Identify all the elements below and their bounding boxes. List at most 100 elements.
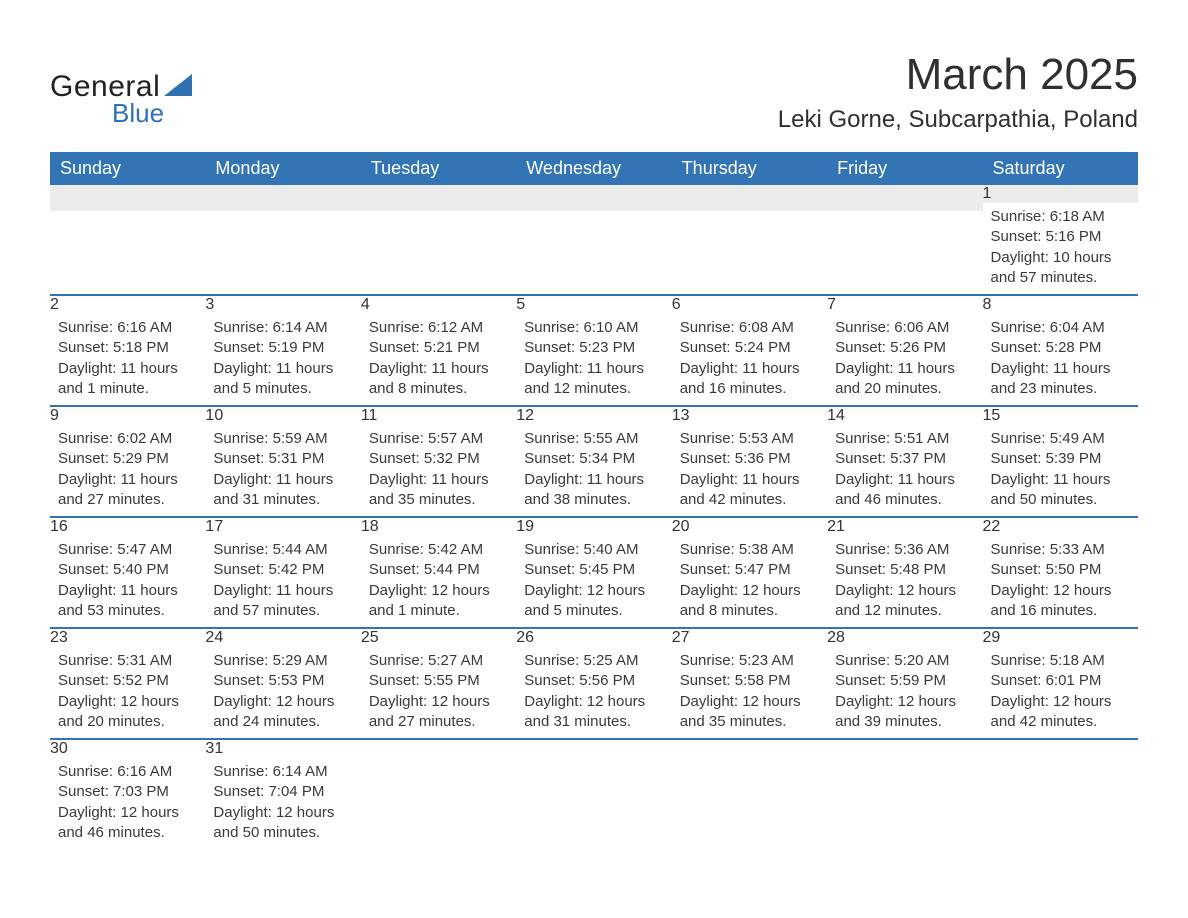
day-number: [516, 740, 671, 766]
day-details: Sunrise: 5:40 AMSunset: 5:45 PMDaylight:…: [516, 536, 671, 627]
sunrise-text: Sunrise: 5:38 AM: [680, 540, 819, 560]
sunset-text: Sunset: 5:44 PM: [369, 560, 508, 580]
sunrise-text: Sunrise: 6:16 AM: [58, 318, 197, 338]
day-details: Sunrise: 6:08 AMSunset: 5:24 PMDaylight:…: [672, 314, 827, 405]
calendar-day-cell: 24Sunrise: 5:29 AMSunset: 5:53 PMDayligh…: [205, 628, 360, 739]
sunset-text: Sunset: 5:16 PM: [991, 227, 1130, 247]
day-number: 9: [50, 407, 205, 425]
day-header-wednesday: Wednesday: [516, 152, 671, 185]
calendar-empty-cell: [827, 185, 982, 295]
sunset-text: Sunset: 5:36 PM: [680, 449, 819, 469]
sunset-text: Sunset: 5:52 PM: [58, 671, 197, 691]
sunset-text: Sunset: 5:37 PM: [835, 449, 974, 469]
calendar-week-row: 2Sunrise: 6:16 AMSunset: 5:18 PMDaylight…: [50, 295, 1138, 406]
day-details: [205, 211, 360, 221]
brand-triangle-icon: [164, 74, 192, 96]
day-details: Sunrise: 5:29 AMSunset: 5:53 PMDaylight:…: [205, 647, 360, 738]
day-number: [361, 185, 516, 211]
sunset-text: Sunset: 5:31 PM: [213, 449, 352, 469]
calendar-day-cell: 25Sunrise: 5:27 AMSunset: 5:55 PMDayligh…: [361, 628, 516, 739]
day-number: 27: [672, 629, 827, 647]
sunset-text: Sunset: 7:03 PM: [58, 782, 197, 802]
daylight-text: Daylight: 11 hours and 38 minutes.: [524, 470, 663, 511]
daylight-text: Daylight: 11 hours and 53 minutes.: [58, 581, 197, 622]
day-details: Sunrise: 5:53 AMSunset: 5:36 PMDaylight:…: [672, 425, 827, 516]
calendar-day-cell: 18Sunrise: 5:42 AMSunset: 5:44 PMDayligh…: [361, 517, 516, 628]
daylight-text: Daylight: 11 hours and 27 minutes.: [58, 470, 197, 511]
sunrise-text: Sunrise: 6:06 AM: [835, 318, 974, 338]
day-details: Sunrise: 6:14 AMSunset: 5:19 PMDaylight:…: [205, 314, 360, 405]
daylight-text: Daylight: 11 hours and 5 minutes.: [213, 359, 352, 400]
daylight-text: Daylight: 11 hours and 50 minutes.: [991, 470, 1130, 511]
day-details: Sunrise: 5:38 AMSunset: 5:47 PMDaylight:…: [672, 536, 827, 627]
daylight-text: Daylight: 11 hours and 42 minutes.: [680, 470, 819, 511]
calendar-empty-cell: [516, 739, 671, 849]
daylight-text: Daylight: 12 hours and 31 minutes.: [524, 692, 663, 733]
day-details: Sunrise: 6:04 AMSunset: 5:28 PMDaylight:…: [983, 314, 1138, 405]
day-details: Sunrise: 5:51 AMSunset: 5:37 PMDaylight:…: [827, 425, 982, 516]
daylight-text: Daylight: 11 hours and 20 minutes.: [835, 359, 974, 400]
day-number: 11: [361, 407, 516, 425]
daylight-text: Daylight: 11 hours and 12 minutes.: [524, 359, 663, 400]
day-number: 12: [516, 407, 671, 425]
day-details: Sunrise: 5:57 AMSunset: 5:32 PMDaylight:…: [361, 425, 516, 516]
day-number: 20: [672, 518, 827, 536]
sunset-text: Sunset: 5:48 PM: [835, 560, 974, 580]
sunrise-text: Sunrise: 5:53 AM: [680, 429, 819, 449]
daylight-text: Daylight: 11 hours and 57 minutes.: [213, 581, 352, 622]
brand-blue: Blue: [112, 98, 192, 129]
sunset-text: Sunset: 5:39 PM: [991, 449, 1130, 469]
sunset-text: Sunset: 5:47 PM: [680, 560, 819, 580]
sunrise-text: Sunrise: 5:57 AM: [369, 429, 508, 449]
calendar-empty-cell: [205, 185, 360, 295]
sunset-text: Sunset: 5:18 PM: [58, 338, 197, 358]
sunrise-text: Sunrise: 6:02 AM: [58, 429, 197, 449]
sunrise-text: Sunrise: 5:33 AM: [991, 540, 1130, 560]
day-number: 6: [672, 296, 827, 314]
day-details: [361, 211, 516, 221]
header: General Blue March 2025 Leki Gorne, Subc…: [50, 50, 1138, 134]
sunrise-text: Sunrise: 6:16 AM: [58, 762, 197, 782]
calendar-empty-cell: [361, 739, 516, 849]
daylight-text: Daylight: 12 hours and 12 minutes.: [835, 581, 974, 622]
sunrise-text: Sunrise: 5:49 AM: [991, 429, 1130, 449]
day-number: 4: [361, 296, 516, 314]
daylight-text: Daylight: 12 hours and 24 minutes.: [213, 692, 352, 733]
day-header-saturday: Saturday: [983, 152, 1138, 185]
calendar-day-cell: 4Sunrise: 6:12 AMSunset: 5:21 PMDaylight…: [361, 295, 516, 406]
calendar-week-row: 16Sunrise: 5:47 AMSunset: 5:40 PMDayligh…: [50, 517, 1138, 628]
calendar-day-cell: 29Sunrise: 5:18 AMSunset: 6:01 PMDayligh…: [983, 628, 1138, 739]
day-header-monday: Monday: [205, 152, 360, 185]
day-details: Sunrise: 6:14 AMSunset: 7:04 PMDaylight:…: [205, 758, 360, 849]
calendar-day-cell: 8Sunrise: 6:04 AMSunset: 5:28 PMDaylight…: [983, 295, 1138, 406]
sunset-text: Sunset: 5:21 PM: [369, 338, 508, 358]
day-number: 26: [516, 629, 671, 647]
sunset-text: Sunset: 5:29 PM: [58, 449, 197, 469]
day-details: Sunrise: 5:44 AMSunset: 5:42 PMDaylight:…: [205, 536, 360, 627]
day-number: [205, 185, 360, 211]
day-details: [672, 211, 827, 221]
sunrise-text: Sunrise: 5:25 AM: [524, 651, 663, 671]
calendar-empty-cell: [672, 185, 827, 295]
day-number: 3: [205, 296, 360, 314]
day-number: 25: [361, 629, 516, 647]
calendar-day-cell: 2Sunrise: 6:16 AMSunset: 5:18 PMDaylight…: [50, 295, 205, 406]
day-number: 14: [827, 407, 982, 425]
day-number: [827, 185, 982, 211]
day-number: 21: [827, 518, 982, 536]
daylight-text: Daylight: 12 hours and 39 minutes.: [835, 692, 974, 733]
sunrise-text: Sunrise: 5:20 AM: [835, 651, 974, 671]
day-details: Sunrise: 6:06 AMSunset: 5:26 PMDaylight:…: [827, 314, 982, 405]
day-details: Sunrise: 5:33 AMSunset: 5:50 PMDaylight:…: [983, 536, 1138, 627]
sunrise-text: Sunrise: 5:27 AM: [369, 651, 508, 671]
calendar-day-cell: 1Sunrise: 6:18 AMSunset: 5:16 PMDaylight…: [983, 185, 1138, 295]
sunset-text: Sunset: 5:34 PM: [524, 449, 663, 469]
day-details: Sunrise: 6:12 AMSunset: 5:21 PMDaylight:…: [361, 314, 516, 405]
sunset-text: Sunset: 5:19 PM: [213, 338, 352, 358]
daylight-text: Daylight: 11 hours and 1 minute.: [58, 359, 197, 400]
day-number: 7: [827, 296, 982, 314]
sunrise-text: Sunrise: 6:12 AM: [369, 318, 508, 338]
sunset-text: Sunset: 5:45 PM: [524, 560, 663, 580]
sunrise-text: Sunrise: 5:31 AM: [58, 651, 197, 671]
day-header-friday: Friday: [827, 152, 982, 185]
